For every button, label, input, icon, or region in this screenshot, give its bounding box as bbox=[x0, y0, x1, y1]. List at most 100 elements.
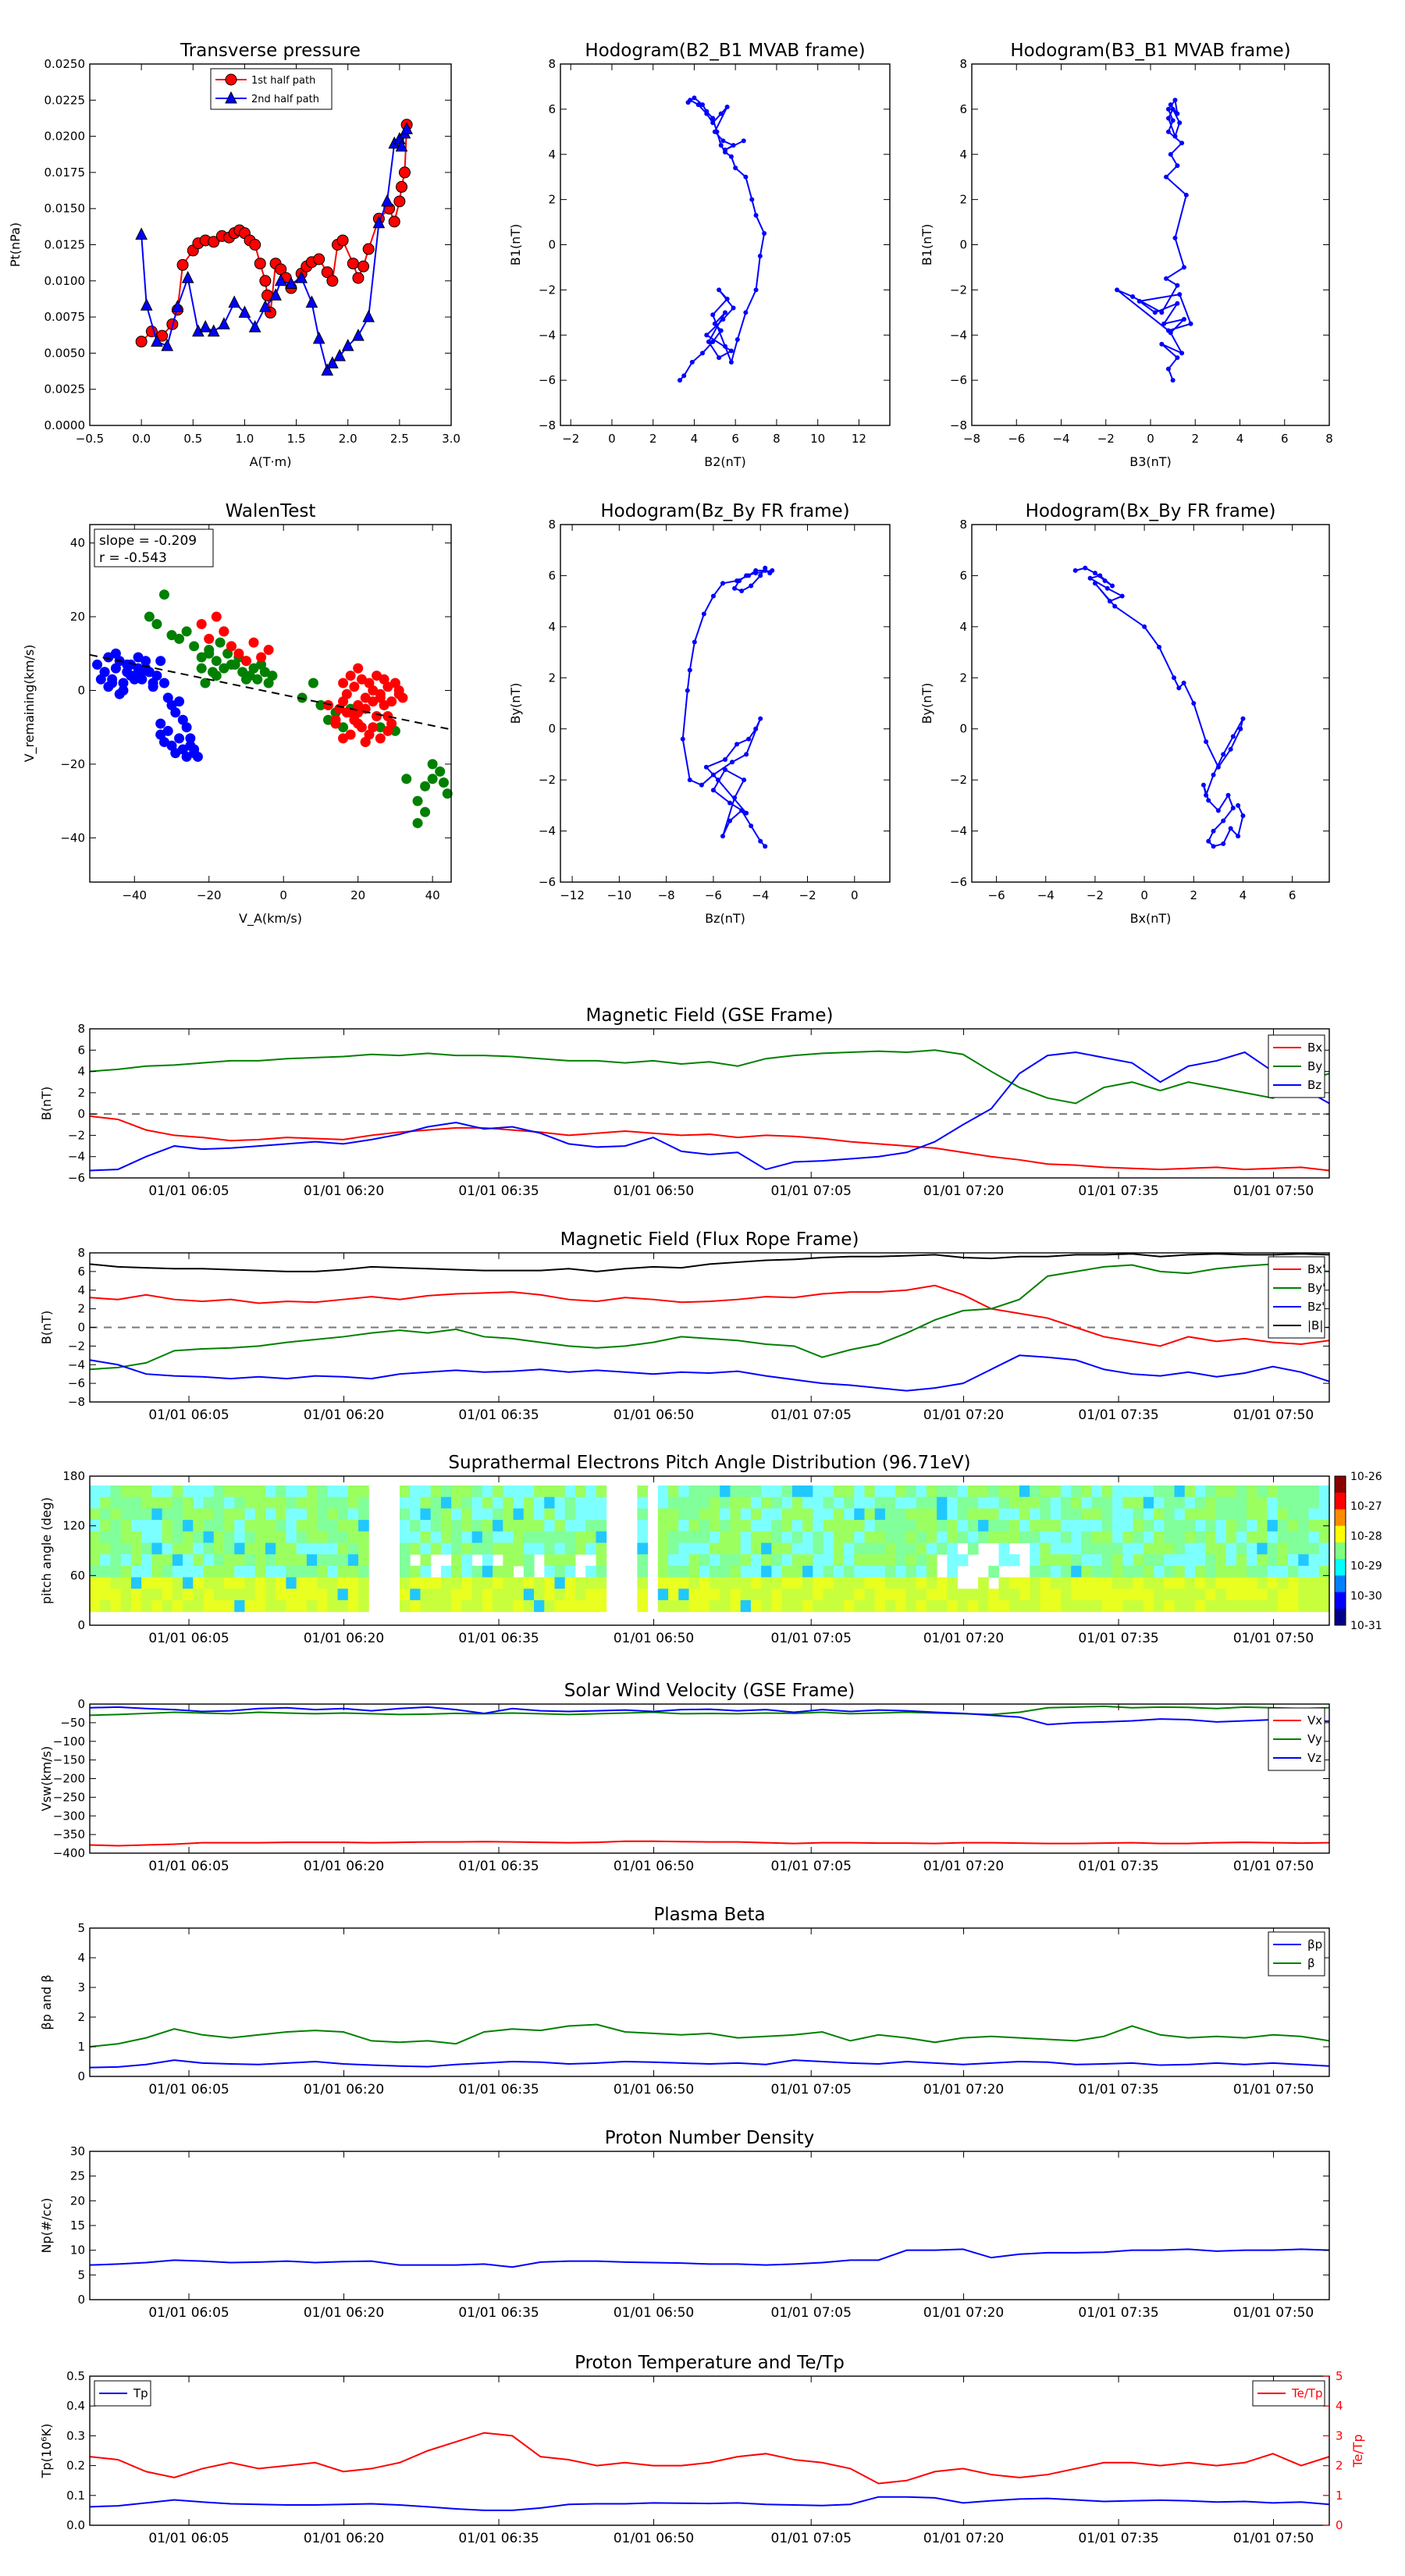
heatmap-cell bbox=[1050, 1554, 1062, 1567]
y-tick-label: 6 bbox=[77, 1265, 85, 1279]
heatmap-cell bbox=[1225, 1554, 1237, 1567]
data-point bbox=[1119, 593, 1125, 599]
heatmap-cell bbox=[657, 1577, 669, 1589]
heatmap-cell bbox=[1060, 1508, 1072, 1521]
heatmap-cell bbox=[1101, 1565, 1113, 1578]
x-axis-label: Bx(nT) bbox=[1130, 911, 1172, 926]
data-point bbox=[161, 339, 174, 351]
heatmap-cell bbox=[916, 1577, 927, 1589]
data-point bbox=[305, 295, 318, 308]
heatmap-cell bbox=[213, 1599, 225, 1613]
heatmap-cell bbox=[926, 1589, 937, 1601]
heatmap-cell bbox=[1236, 1496, 1247, 1509]
heatmap-cell bbox=[1288, 1520, 1299, 1532]
heatmap-cell bbox=[1030, 1496, 1040, 1509]
heatmap-cell bbox=[1030, 1508, 1040, 1521]
heatmap-cell bbox=[874, 1554, 886, 1567]
heatmap-cell bbox=[1298, 1599, 1310, 1613]
data-point bbox=[743, 174, 749, 180]
heatmap-cell bbox=[1081, 1508, 1093, 1521]
data-point bbox=[1157, 645, 1162, 650]
heatmap-cell bbox=[874, 1520, 886, 1532]
heatmap-cell bbox=[183, 1599, 194, 1613]
heatmap-cell bbox=[430, 1542, 442, 1555]
heatmap-cell bbox=[771, 1496, 783, 1509]
y-tick-label: 8 bbox=[77, 1022, 85, 1036]
heatmap-cell bbox=[864, 1496, 876, 1509]
heatmap-cell bbox=[864, 1599, 876, 1613]
y-tick-label: 8 bbox=[548, 518, 556, 532]
heatmap-cell bbox=[1247, 1599, 1257, 1613]
data-point bbox=[1175, 111, 1180, 116]
heatmap-cell bbox=[1257, 1565, 1268, 1578]
colorbar-tick-label: 10-28 bbox=[1350, 1530, 1382, 1542]
y-tick-label: −8 bbox=[950, 418, 967, 432]
heatmap-cell bbox=[688, 1496, 700, 1509]
heatmap-cell bbox=[978, 1577, 989, 1589]
heatmap-cell bbox=[1101, 1577, 1113, 1589]
heatmap-cell bbox=[1257, 1520, 1268, 1532]
heatmap-cell bbox=[203, 1542, 215, 1555]
heatmap-cell bbox=[710, 1577, 720, 1589]
data-point bbox=[1115, 287, 1120, 293]
heatmap-cell bbox=[750, 1508, 762, 1521]
data-point bbox=[710, 116, 716, 121]
x-tick-label: 1.5 bbox=[287, 432, 306, 446]
data-point bbox=[1104, 585, 1110, 591]
heatmap-cell bbox=[213, 1485, 225, 1498]
data-point bbox=[699, 102, 705, 108]
data-point bbox=[274, 273, 287, 286]
heatmap-cell bbox=[90, 1531, 101, 1543]
y-axis-label: Np(#/cc) bbox=[39, 2198, 54, 2254]
heatmap-cell bbox=[1164, 1589, 1175, 1601]
heatmap-cell bbox=[688, 1565, 700, 1578]
heatmap-cell bbox=[544, 1520, 555, 1532]
data-point bbox=[1177, 292, 1183, 297]
y-tick-label: 0.3 bbox=[66, 2428, 85, 2443]
heatmap-cell bbox=[937, 1599, 948, 1613]
heatmap-cell bbox=[1050, 1508, 1062, 1521]
data-point bbox=[710, 339, 716, 344]
y-tick-label: −4 bbox=[68, 1357, 85, 1372]
data-point bbox=[753, 212, 759, 218]
heatmap-cell bbox=[1071, 1542, 1082, 1555]
heatmap-cell bbox=[203, 1520, 215, 1532]
heatmap-cell bbox=[802, 1589, 813, 1601]
heatmap-cell bbox=[740, 1542, 752, 1555]
data-point bbox=[723, 310, 727, 315]
chart-title: Hodogram(B2_B1 MVAB frame) bbox=[585, 41, 865, 61]
x-tick-label: 01/01 06:50 bbox=[614, 1631, 694, 1646]
chart-title: Magnetic Field (Flux Rope Frame) bbox=[560, 1229, 859, 1250]
heatmap-cell bbox=[1267, 1531, 1279, 1543]
heatmap-cell bbox=[988, 1485, 1000, 1498]
heatmap-cell bbox=[327, 1485, 339, 1498]
x-tick-label: 0 bbox=[279, 888, 287, 902]
heatmap-cell bbox=[710, 1508, 720, 1521]
data-point bbox=[1228, 746, 1233, 752]
heatmap-cell bbox=[988, 1531, 1000, 1543]
data-point bbox=[158, 678, 169, 688]
heatmap-cell bbox=[1091, 1565, 1103, 1578]
heatmap-cell bbox=[1143, 1496, 1154, 1509]
heatmap-cell bbox=[1060, 1520, 1072, 1532]
heatmap-cell bbox=[947, 1520, 959, 1532]
heatmap-cell bbox=[750, 1496, 762, 1509]
heatmap-cell bbox=[1091, 1542, 1103, 1555]
heatmap-cell bbox=[585, 1485, 596, 1498]
heatmap-cell bbox=[678, 1520, 690, 1532]
heatmap-cell bbox=[1194, 1508, 1206, 1521]
heatmap-cell bbox=[254, 1565, 266, 1578]
y-tick-label: 10 bbox=[70, 2243, 85, 2258]
heatmap-cell bbox=[1101, 1599, 1113, 1613]
data-point bbox=[442, 788, 453, 799]
heatmap-cell bbox=[1225, 1542, 1237, 1555]
heatmap-cell bbox=[1267, 1599, 1279, 1613]
heatmap-cell bbox=[926, 1496, 937, 1509]
heatmap-cell bbox=[544, 1531, 555, 1543]
data-point bbox=[92, 659, 103, 670]
heatmap-cell bbox=[141, 1520, 152, 1532]
heatmap-cell bbox=[534, 1599, 545, 1613]
heatmap-cell bbox=[998, 1589, 1010, 1601]
heatmap-cell bbox=[358, 1520, 369, 1532]
